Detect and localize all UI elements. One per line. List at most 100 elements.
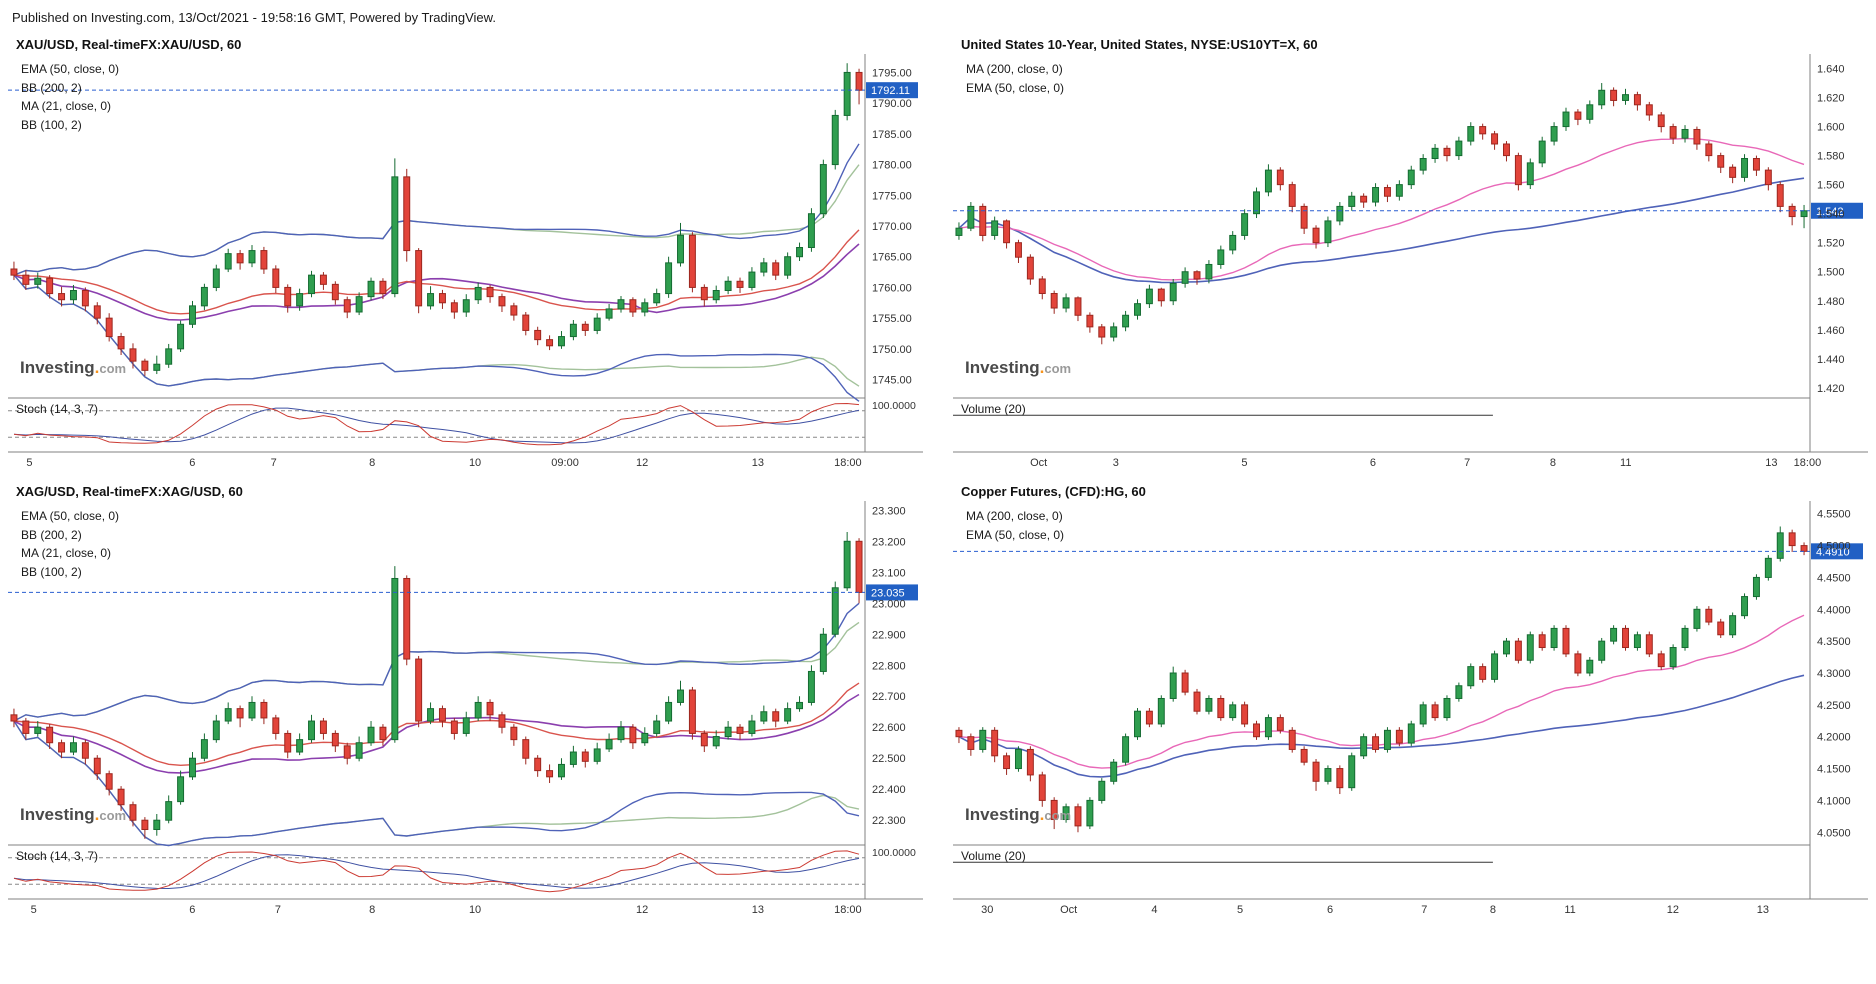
svg-text:4.2500: 4.2500 (1817, 700, 1851, 712)
svg-text:22.700: 22.700 (872, 691, 906, 703)
svg-text:13: 13 (1757, 904, 1769, 916)
svg-text:22.800: 22.800 (872, 660, 906, 672)
candles-layer (955, 526, 1808, 833)
svg-text:4: 4 (1151, 904, 1157, 916)
pane-borders (953, 501, 1868, 900)
time-axis[interactable]: 5 6 7 8 10 12 13 18:00 (31, 904, 862, 916)
time-axis[interactable]: 30 Oct 4 5 6 7 8 11 12 13 (981, 904, 1769, 916)
svg-text:1755.00: 1755.00 (872, 313, 912, 325)
ma-200-line (958, 674, 1805, 778)
svg-text:12: 12 (636, 457, 648, 469)
bb-100-upper (13, 143, 860, 276)
us-10-year-chart-svg[interactable]: 1.542 1.640 1.620 1.600 1.580 1.560 1.540 1.520… (953, 54, 1868, 472)
chart-panel-xauusd: XAU/USD, Real-timeFX:XAU/USD, 60 1792.11… (8, 31, 923, 472)
svg-text:1.520: 1.520 (1817, 238, 1845, 250)
price-axis[interactable]: 1795.00 1790.00 1785.00 1780.00 1775.00 1770.… (872, 67, 912, 386)
ma-21-line (13, 693, 860, 774)
svg-text:22.500: 22.500 (872, 753, 906, 765)
sub-pane-label: Stoch (14, 3, 7) (16, 849, 98, 863)
time-axis[interactable]: Oct 3 5 6 7 8 11 13 18:00 (1030, 457, 1821, 469)
copper-futures-chart-svg[interactable]: 4.4910 4.5500 4.5000 4.4500 4.4000 4.3500 4.30… (953, 501, 1868, 919)
sub-pane-stoch: 100.0000 Stoch (14, 3, 7) (8, 400, 916, 446)
svg-text:5: 5 (1241, 457, 1247, 469)
last-price-label: 1792.11 (866, 82, 918, 99)
svg-text:8: 8 (1550, 457, 1556, 469)
svg-text:30: 30 (981, 904, 993, 916)
svg-text:1.420: 1.420 (1817, 383, 1845, 395)
svg-text:1792.11: 1792.11 (871, 85, 910, 97)
svg-text:6: 6 (189, 457, 195, 469)
ma-200-line (958, 177, 1805, 284)
ema-50-line (958, 137, 1805, 281)
svg-text:4.3000: 4.3000 (1817, 668, 1851, 680)
overlays-layer (958, 614, 1805, 778)
price-axis[interactable]: 23.300 23.200 23.100 23.000 22.900 22.800 22.7… (872, 505, 906, 827)
svg-text:7: 7 (275, 904, 281, 916)
xau-usd-chart-svg[interactable]: 1792.11 1795.00 1790.00 1785.00 1780.00 1775.… (8, 54, 923, 472)
chart-canvas[interactable]: 23.035 23.300 23.200 23.100 23.000 22.900 22.8… (8, 501, 923, 919)
svg-text:22.900: 22.900 (872, 629, 906, 641)
svg-text:10: 10 (469, 904, 481, 916)
ema-50-line (13, 229, 860, 315)
svg-text:4.5500: 4.5500 (1817, 509, 1851, 521)
svg-text:1770.00: 1770.00 (872, 221, 912, 233)
svg-text:6: 6 (1370, 457, 1376, 469)
svg-text:5: 5 (31, 904, 37, 916)
bb-200-upper (13, 621, 860, 722)
svg-text:5: 5 (1237, 904, 1243, 916)
svg-text:13: 13 (1765, 457, 1777, 469)
sub-pane-stoch: 100.0000 Stoch (14, 3, 7) (8, 847, 916, 893)
svg-text:7: 7 (271, 457, 277, 469)
svg-text:4.4910: 4.4910 (1816, 546, 1850, 558)
chart-canvas[interactable]: 4.4910 4.5500 4.5000 4.4500 4.4000 4.3500 4.30… (953, 501, 1868, 919)
svg-text:Oct: Oct (1030, 457, 1047, 469)
svg-text:4.2000: 4.2000 (1817, 732, 1851, 744)
svg-text:1.620: 1.620 (1817, 93, 1845, 105)
price-axis[interactable]: 1.640 1.620 1.600 1.580 1.560 1.540 1.520 1.500… (1817, 64, 1845, 395)
sub-pane-volume: Volume (20) (953, 849, 1493, 863)
overlays-layer (13, 143, 860, 402)
candles-layer (10, 531, 863, 839)
stoch-d-line (13, 407, 860, 444)
bb-100-lower (13, 274, 860, 402)
ema-50-line (13, 682, 860, 767)
stoch-d-line (13, 854, 860, 890)
svg-text:18:00: 18:00 (834, 904, 862, 916)
svg-text:1.480: 1.480 (1817, 296, 1845, 308)
svg-text:4.1000: 4.1000 (1817, 795, 1851, 807)
svg-text:1785.00: 1785.00 (872, 129, 912, 141)
chart-title: XAG/USD, Real-timeFX:XAG/USD, 60 (16, 484, 243, 499)
bb-100-upper (13, 602, 860, 722)
bb-100-lower (13, 720, 860, 847)
last-price-label: 1.542 (1811, 202, 1863, 219)
svg-text:1750.00: 1750.00 (872, 344, 912, 356)
bb-200-upper (13, 164, 860, 276)
svg-text:1775.00: 1775.00 (872, 190, 912, 202)
charts-grid: XAU/USD, Real-timeFX:XAU/USD, 60 1792.11… (8, 31, 1868, 919)
svg-text:1.540: 1.540 (1817, 209, 1845, 221)
chart-panel-xagusd: XAG/USD, Real-timeFX:XAG/USD, 60 23.035 2… (8, 478, 923, 919)
xag-usd-chart-svg[interactable]: 23.035 23.300 23.200 23.100 23.000 22.900 22.8… (8, 501, 923, 919)
svg-text:23.100: 23.100 (872, 567, 906, 579)
svg-text:1780.00: 1780.00 (872, 160, 912, 172)
svg-text:09:00: 09:00 (551, 457, 579, 469)
svg-text:11: 11 (1564, 904, 1575, 916)
time-axis[interactable]: 5 6 7 8 10 09:00 12 13 18:00 (26, 457, 861, 469)
chart-canvas[interactable]: 1.542 1.640 1.620 1.600 1.580 1.560 1.540 1.520… (953, 54, 1868, 472)
overlays-layer (958, 137, 1805, 284)
svg-text:1.580: 1.580 (1817, 151, 1845, 163)
svg-text:1.500: 1.500 (1817, 267, 1845, 279)
svg-text:1.440: 1.440 (1817, 354, 1845, 366)
svg-text:4.3500: 4.3500 (1817, 636, 1851, 648)
svg-text:18:00: 18:00 (1794, 457, 1822, 469)
svg-text:23.300: 23.300 (872, 505, 906, 517)
price-axis[interactable]: 4.5500 4.5000 4.4500 4.4000 4.3500 4.3000 4.25… (1817, 509, 1851, 840)
svg-text:Oct: Oct (1060, 904, 1077, 916)
chart-canvas[interactable]: 1792.11 1795.00 1790.00 1785.00 1780.00 1775.… (8, 54, 923, 472)
sub-pane-label: Stoch (14, 3, 7) (16, 402, 98, 416)
sub-pane-label: Volume (20) (961, 849, 1026, 863)
overlays-layer (13, 602, 860, 847)
svg-text:22.300: 22.300 (872, 815, 906, 827)
svg-text:23.000: 23.000 (872, 598, 906, 610)
sub-pane-volume: Volume (20) (953, 402, 1493, 416)
